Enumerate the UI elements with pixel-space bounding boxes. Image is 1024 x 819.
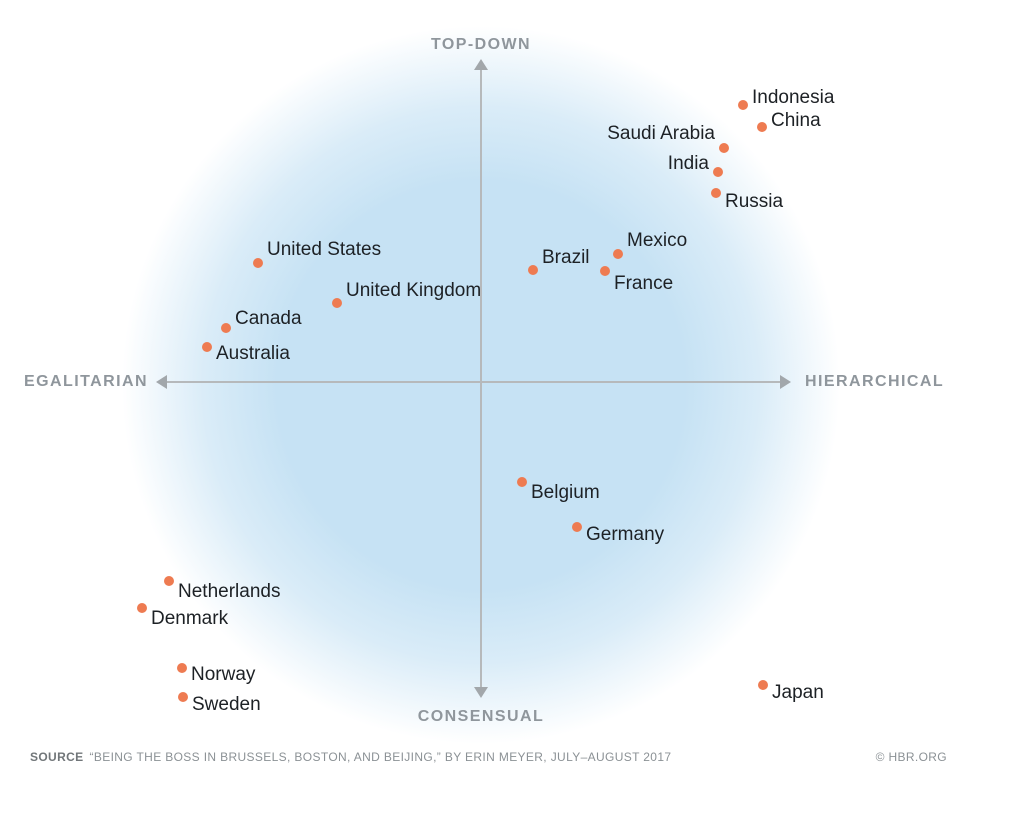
- axis-arrow-down-icon: [474, 687, 488, 698]
- country-label: Belgium: [531, 482, 600, 503]
- axis-arrow-up-icon: [474, 59, 488, 70]
- dot-icon: [528, 265, 538, 275]
- country-label: Denmark: [151, 608, 229, 629]
- country-label: Netherlands: [178, 581, 281, 602]
- horizontal-axis-line: [164, 381, 784, 383]
- country-label: Russia: [725, 191, 784, 212]
- vertical-axis-line: [480, 68, 482, 690]
- country-label: Indonesia: [752, 87, 835, 108]
- dot-icon: [719, 143, 729, 153]
- axis-label-hierarchical: HIERARCHICAL: [805, 373, 945, 390]
- axis-arrow-left-icon: [156, 375, 167, 389]
- dot-icon: [600, 266, 610, 276]
- dot-icon: [332, 298, 342, 308]
- country-label: India: [667, 153, 709, 174]
- dot-icon: [164, 576, 174, 586]
- country-label: Germany: [586, 524, 665, 545]
- dot-icon: [757, 122, 767, 132]
- country-label: Norway: [191, 664, 256, 685]
- axis-label-egalitarian: EGALITARIAN: [24, 373, 148, 390]
- country-label: Japan: [772, 682, 824, 703]
- country-label: Saudi Arabia: [607, 123, 715, 144]
- axis-arrow-right-icon: [780, 375, 791, 389]
- dot-icon: [713, 167, 723, 177]
- dot-icon: [517, 477, 527, 487]
- country-label: France: [614, 273, 674, 294]
- axis-label-top-down: TOP-DOWN: [430, 36, 532, 53]
- dot-icon: [221, 323, 231, 333]
- dot-icon: [202, 342, 212, 352]
- dot-icon: [613, 249, 623, 259]
- axis-label-consensual: CONSENSUAL: [417, 708, 545, 725]
- dot-icon: [253, 258, 263, 268]
- dot-icon: [711, 188, 721, 198]
- country-label: Mexico: [627, 230, 688, 251]
- country-label: United States: [267, 239, 382, 260]
- dot-icon: [572, 522, 582, 532]
- dot-icon: [177, 663, 187, 673]
- country-label: Brazil: [542, 247, 590, 268]
- hbr-credit: © HBR.ORG: [875, 750, 947, 764]
- country-label: United Kingdom: [346, 280, 482, 301]
- country-label: Sweden: [192, 694, 261, 715]
- country-label: China: [771, 110, 821, 131]
- dot-icon: [758, 680, 768, 690]
- source-label: SOURCE: [30, 750, 84, 764]
- country-label: Australia: [216, 343, 290, 364]
- dot-icon: [137, 603, 147, 613]
- dot-icon: [738, 100, 748, 110]
- source-line: SOURCE “BEING THE BOSS IN BRUSSELS, BOSTO…: [30, 750, 671, 764]
- country-label: Canada: [235, 308, 302, 329]
- dot-icon: [178, 692, 188, 702]
- source-text: “BEING THE BOSS IN BRUSSELS, BOSTON, AND…: [89, 750, 672, 764]
